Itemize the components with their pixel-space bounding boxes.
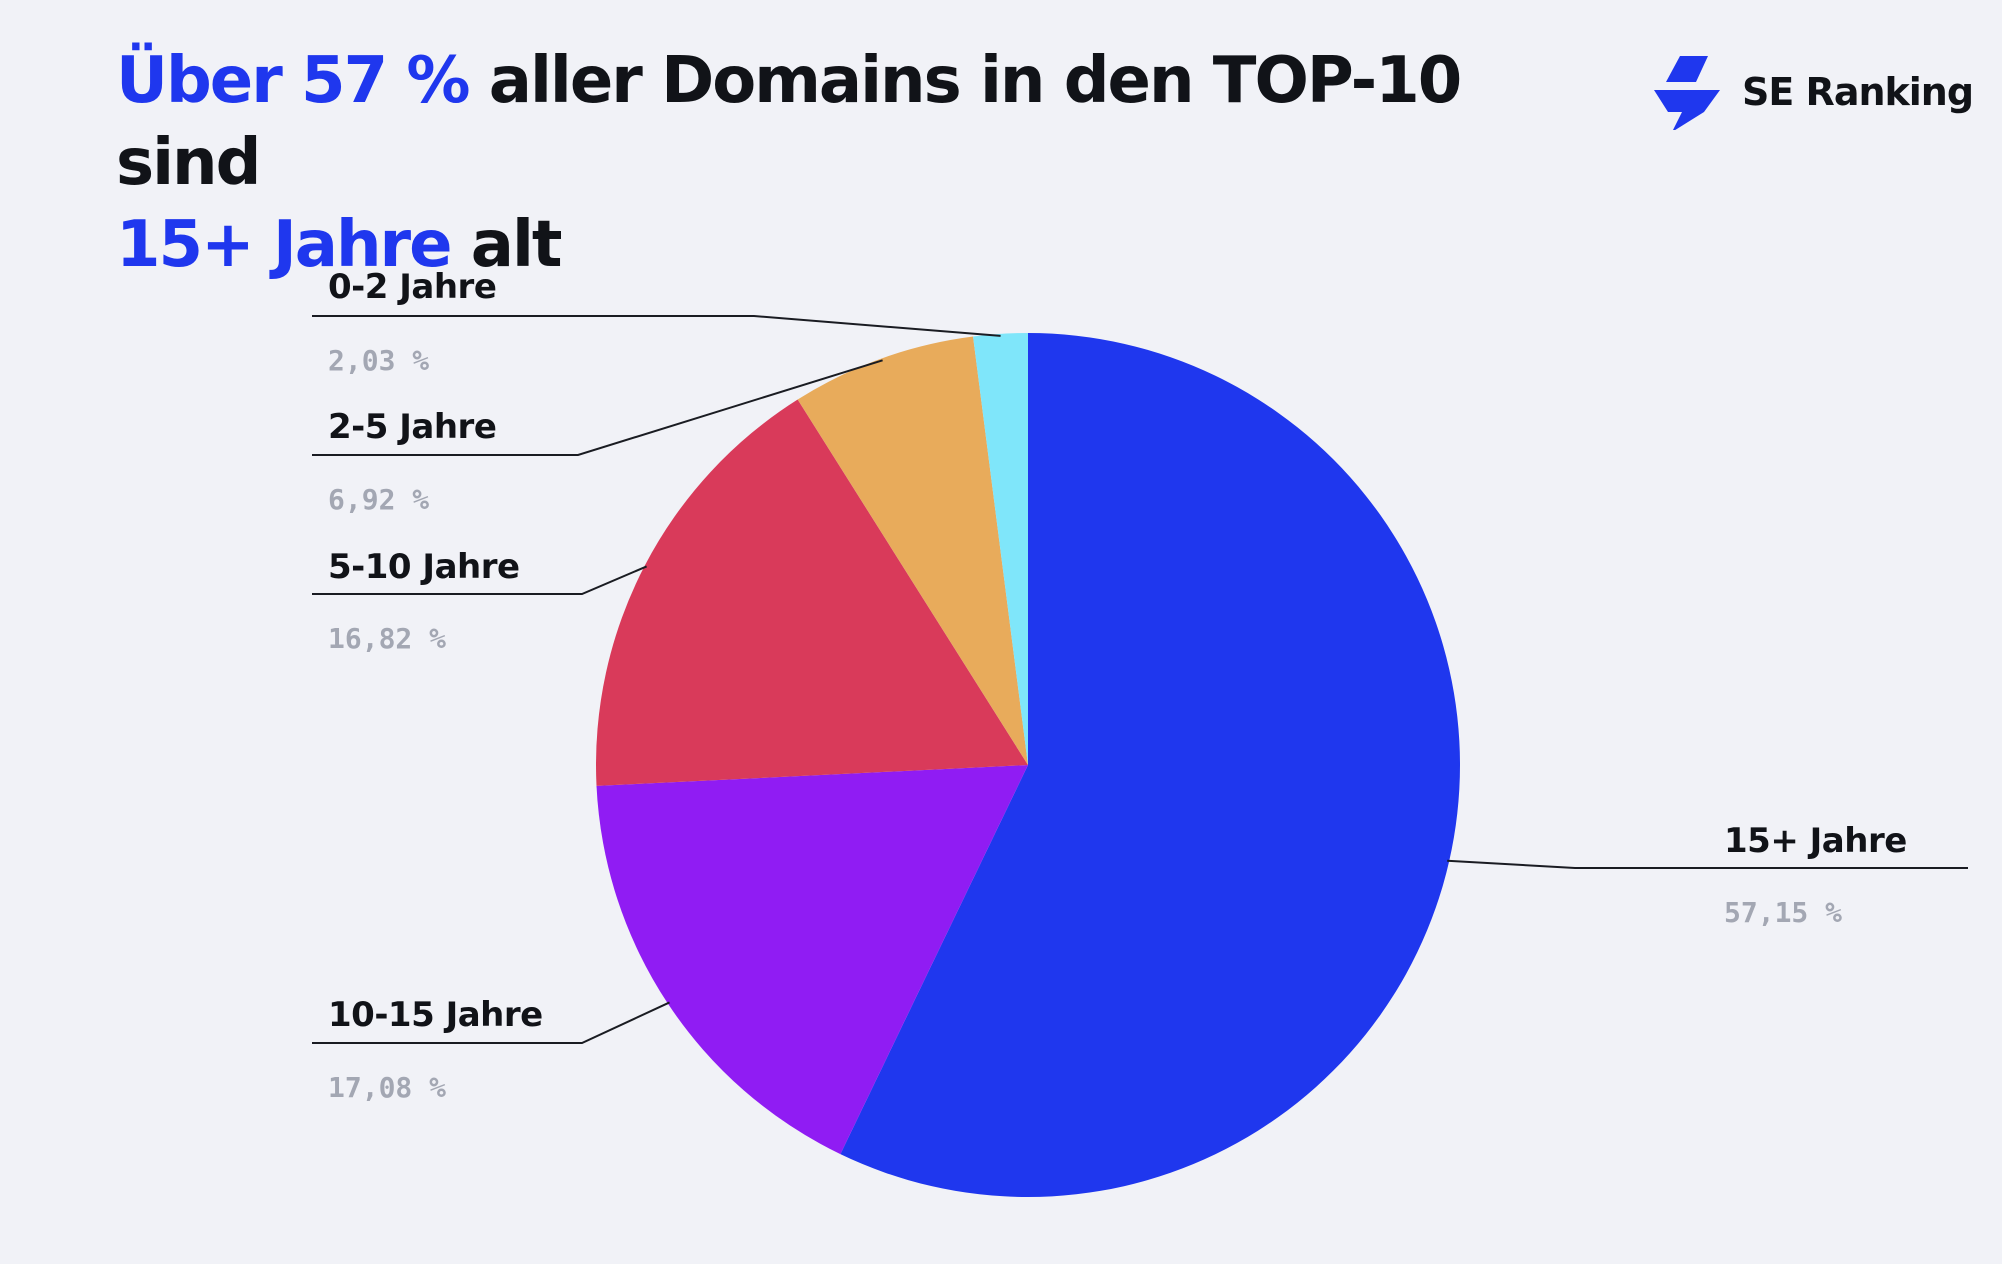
slice-label: 15+ Jahre: [1724, 821, 1907, 861]
se-ranking-logo-icon: [1654, 56, 1720, 130]
slice-label: 10-15 Jahre: [328, 995, 543, 1035]
leader-line: [312, 565, 647, 595]
leader-line: [312, 315, 1001, 337]
leader-line: [312, 359, 883, 456]
brand-name: SE Ranking: [1742, 70, 1974, 114]
pie-slice-10-15-jahre: [596, 765, 1028, 1155]
slice-value-label: 17,08 %: [328, 1071, 446, 1104]
slice-value-label: 6,92 %: [328, 483, 429, 516]
title-highlight-percent: Über 57 %: [116, 44, 470, 118]
chart-title: Über 57 % aller Domains in den TOP-10 si…: [116, 40, 1616, 286]
leader-line: [312, 1001, 670, 1044]
slice-value-label: 2,03 %: [328, 344, 429, 377]
slice-label: 2-5 Jahre: [328, 407, 496, 447]
pie-slice-0-2-jahre: [973, 333, 1028, 765]
leader-line: [1447, 859, 1968, 869]
title-text-end: alt: [450, 208, 563, 282]
pie-slice-2-5-jahre: [797, 336, 1028, 765]
slice-value-label: 16,82 %: [328, 622, 446, 655]
title-text: aller Domains in den TOP-10 sind: [116, 44, 1462, 200]
slice-value-label: 57,15 %: [1724, 896, 1842, 929]
title-highlight-age: 15+ Jahre: [116, 208, 452, 282]
brand-logo: SE Ranking: [1652, 54, 1974, 130]
pie-slice-15-jahre: [840, 333, 1460, 1197]
pie-slice-5-10-jahre: [596, 399, 1028, 786]
slice-label: 0-2 Jahre: [328, 267, 496, 307]
slice-label: 5-10 Jahre: [328, 547, 520, 587]
